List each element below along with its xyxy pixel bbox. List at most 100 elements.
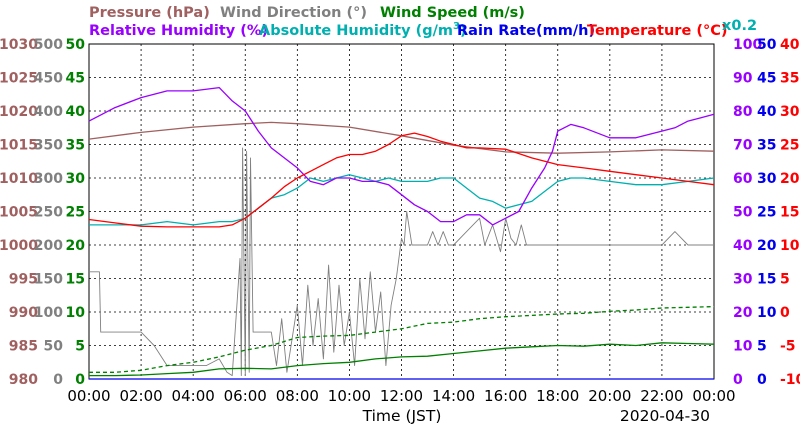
legend-relative-humidity: Relative Humidity (%) [89,23,268,39]
y-tick-wind_dir: 350 [34,138,63,154]
y-tick-wind_dir: 100 [34,305,63,321]
y-tick-wind_speed: 25 [66,205,85,221]
y-tick-humidity: 0 [733,372,743,388]
y-tick-pressure: 1025 [0,71,38,87]
y-tick-wind_speed: 30 [66,171,86,187]
y-tick-wind_dir: 300 [34,171,63,187]
y-tick-humidity: 40 [733,238,753,254]
y-tick-temperature: 10 [780,238,800,254]
series-wind-direction [89,147,714,377]
legend-scale-note: x0.2 [722,18,757,34]
y-tick-temperature: 5 [780,272,790,288]
y-tick-wind_dir: 500 [34,37,63,53]
y-tick-rain_rate: 45 [757,71,776,87]
y-tick-wind_dir: 50 [44,339,64,355]
x-tick-label: 04:00 [172,387,215,405]
y-tick-pressure: 1005 [0,205,38,221]
y-tick-temperature: 0 [780,305,790,321]
y-tick-temperature: 20 [780,171,800,187]
y-tick-pressure: 1010 [0,171,38,187]
y-tick-wind_speed: 5 [75,339,85,355]
legend-pressure: Pressure (hPa) [89,5,210,21]
y-tick-temperature: 15 [780,205,799,221]
y-tick-wind_speed: 15 [66,272,85,288]
legend-absolute-humidity-end: ) [460,23,467,39]
y-tick-temperature: 35 [780,71,799,87]
y-tick-humidity: 100 [733,37,762,53]
x-tick-label: 00:00 [692,387,735,405]
y-tick-rain_rate: 10 [757,305,777,321]
y-tick-rain_rate: 25 [757,205,776,221]
y-tick-temperature: -5 [780,339,796,355]
legend-temperature: Temperature (°C) [587,23,728,39]
y-tick-temperature: 30 [780,104,800,120]
legend-rain-rate: Rain Rate(mm/h) [457,23,595,39]
y-tick-wind_speed: 20 [66,238,86,254]
y-tick-rain_rate: 0 [757,372,767,388]
y-tick-humidity: 90 [733,71,753,87]
x-tick-label: 12:00 [380,387,423,405]
x-axis-ticks: 00:00 02:00 04:00 06:00 08:00 10:00 12:00 14:00… [67,387,735,405]
series-relative-humidity [88,86,715,226]
legend-absolute-humidity-sup: 3 [453,21,460,32]
chart-date: 2020-04-30 [620,407,710,425]
y-tick-humidity: 30 [733,272,753,288]
legend-absolute-humidity: Absolute Humidity (g/m3) [259,21,467,39]
x-tick-label: 02:00 [119,387,162,405]
y-tick-rain_rate: 30 [757,171,777,187]
y-tick-wind_speed: 35 [66,138,85,154]
data-series [88,86,715,380]
x-tick-label: 00:00 [67,387,110,405]
y-tick-rain_rate: 5 [757,339,767,355]
y-tick-wind_speed: 0 [75,372,85,388]
axis-ticks: 1030102510201015101010051000995990985980… [0,37,800,388]
y-tick-pressure: 1020 [0,104,38,120]
x-axis-label: Time (JST) [362,407,442,425]
y-tick-temperature: 40 [780,37,800,53]
y-tick-wind_dir: 250 [34,205,63,221]
y-tick-wind_dir: 200 [34,238,63,254]
y-tick-humidity: 20 [733,305,753,321]
x-tick-label: 06:00 [224,387,267,405]
legend-wind-direction: Wind Direction (°) [220,5,367,21]
y-tick-rain_rate: 40 [757,104,777,120]
y-tick-humidity: 80 [733,104,753,120]
y-tick-pressure: 980 [9,372,38,388]
y-tick-rain_rate: 50 [757,37,777,53]
y-tick-wind_dir: 450 [34,71,63,87]
y-tick-pressure: 985 [9,339,38,355]
y-tick-temperature: 25 [780,138,799,154]
x-tick-label: 16:00 [484,387,527,405]
series-absolute-humidity [89,174,715,226]
y-tick-rain_rate: 15 [757,272,776,288]
y-tick-humidity: 60 [733,171,753,187]
x-tick-label: 14:00 [432,387,475,405]
y-tick-humidity: 50 [733,205,753,221]
x-tick-label: 22:00 [640,387,683,405]
y-tick-pressure: 990 [9,305,38,321]
y-tick-humidity: 70 [733,138,753,154]
grid-lines [89,44,714,379]
y-tick-rain_rate: 20 [757,238,777,254]
y-tick-wind_dir: 0 [53,372,63,388]
x-tick-label: 18:00 [536,387,579,405]
y-tick-pressure: 1030 [0,37,38,53]
x-tick-label: 20:00 [588,387,631,405]
legend-wind-speed: Wind Speed (m/s) [380,5,525,21]
y-tick-wind_speed: 50 [66,37,86,53]
series-temperature [88,132,715,228]
x-tick-label: 10:00 [328,387,371,405]
legend-absolute-humidity-main: Absolute Humidity (g/m [259,23,453,39]
y-tick-wind_dir: 400 [34,104,63,120]
y-tick-rain_rate: 35 [757,138,776,154]
y-tick-wind_dir: 150 [34,272,63,288]
y-tick-pressure: 1015 [0,138,38,154]
y-tick-temperature: -10 [780,372,800,388]
y-tick-pressure: 1000 [0,238,38,254]
y-tick-wind_speed: 45 [66,71,85,87]
y-tick-wind_speed: 10 [66,305,86,321]
y-tick-pressure: 995 [9,272,38,288]
series-wind-speed-avg [89,342,715,377]
y-tick-wind_speed: 40 [66,104,86,120]
